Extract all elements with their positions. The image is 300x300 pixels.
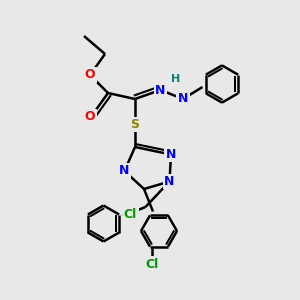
Text: N: N [155,83,166,97]
Text: N: N [164,175,175,188]
Text: O: O [85,68,95,82]
Text: Cl: Cl [145,257,158,271]
Text: S: S [130,118,140,131]
Text: Cl: Cl [124,208,137,221]
Text: N: N [166,148,176,161]
Text: H: H [171,74,180,85]
Text: N: N [119,164,130,178]
Text: O: O [85,110,95,124]
Text: N: N [178,92,188,106]
